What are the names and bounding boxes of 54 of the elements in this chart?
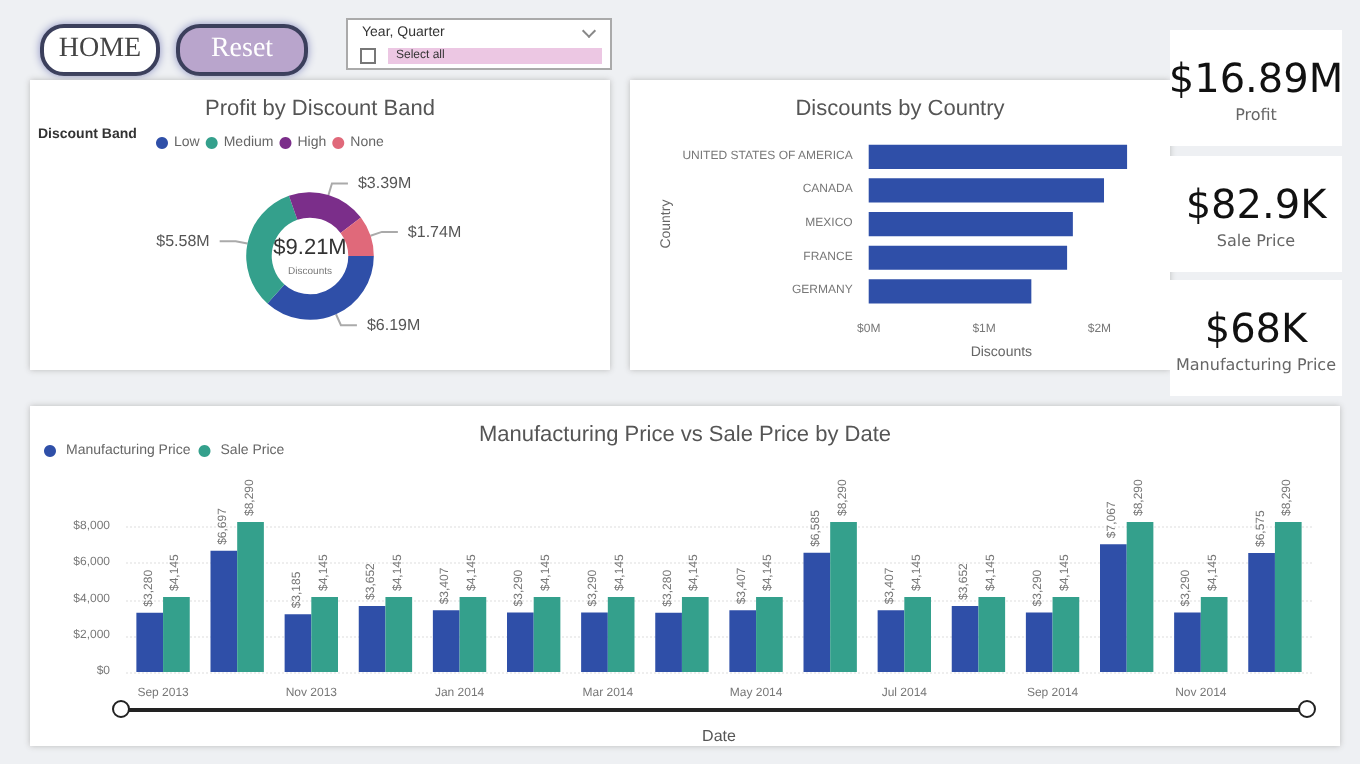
bar <box>830 522 857 672</box>
bar <box>904 597 931 672</box>
bar <box>1248 553 1275 672</box>
bar <box>877 610 905 672</box>
text: $68K <box>1204 303 1308 351</box>
bar <box>607 597 635 672</box>
bar <box>459 597 487 672</box>
chart-title: Manufacturing Price vs Sale Price by Date <box>478 423 892 447</box>
bar <box>729 610 757 672</box>
bar <box>581 612 608 672</box>
bar <box>868 144 1128 169</box>
bar <box>136 612 164 672</box>
data-label: $6.19M <box>366 316 421 335</box>
bar <box>1274 522 1302 672</box>
bar <box>358 605 386 672</box>
text: Profit <box>1235 105 1277 123</box>
chart-title: Discounts by Country <box>795 97 1006 121</box>
bar <box>237 522 264 672</box>
text: Manufacturing Price <box>1176 355 1336 373</box>
bar <box>311 597 338 672</box>
bar <box>1126 522 1154 672</box>
chart-title: Profit by Discount Band <box>205 97 435 121</box>
bar <box>951 605 979 672</box>
text: Sale Price <box>1216 231 1296 249</box>
x-axis-title: Date <box>702 727 737 745</box>
data-label: $1.74M <box>407 222 462 241</box>
bar <box>868 279 1032 304</box>
bar <box>210 550 238 672</box>
bar <box>756 597 783 672</box>
bar <box>1052 597 1080 672</box>
bar <box>385 597 413 672</box>
text: HOME <box>40 24 160 76</box>
bar <box>868 211 1073 237</box>
data-label: $3.39M <box>357 174 412 193</box>
bar <box>1174 612 1201 672</box>
bar <box>1025 612 1053 672</box>
bar <box>1200 597 1228 672</box>
bar <box>163 597 190 672</box>
data-label: $5.58M <box>156 232 211 251</box>
bar <box>655 612 682 672</box>
bar <box>803 552 831 672</box>
bar <box>868 245 1068 270</box>
bar <box>432 610 460 672</box>
text: $16.89M <box>1168 53 1344 101</box>
bar <box>507 612 534 672</box>
text: Reset <box>176 24 308 76</box>
bar <box>533 597 561 672</box>
text: $9.21M <box>273 236 347 260</box>
bar <box>868 178 1105 203</box>
text: $82.9K <box>1185 179 1327 227</box>
bar <box>681 597 709 672</box>
bar <box>1100 544 1127 672</box>
bar <box>978 597 1006 672</box>
bar <box>284 614 312 672</box>
